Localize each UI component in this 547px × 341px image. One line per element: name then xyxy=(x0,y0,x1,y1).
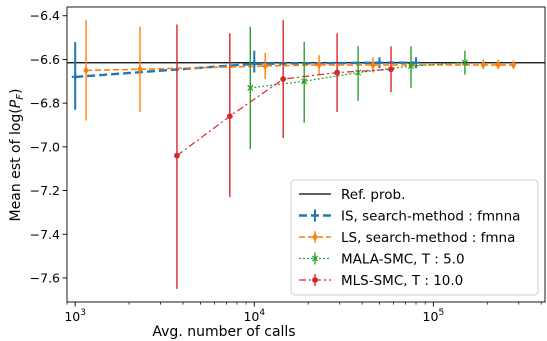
data-point xyxy=(83,66,89,75)
series-4 xyxy=(174,20,394,289)
series-3 xyxy=(247,26,468,150)
data-point xyxy=(510,60,517,70)
series-line xyxy=(86,64,514,72)
plot-frame xyxy=(66,6,546,303)
legend-entry: IS, search-method : fmnna xyxy=(299,209,520,225)
y-tick-label: −7.4 xyxy=(30,227,60,242)
x-axis-ticks: 103 104 105 xyxy=(64,302,542,324)
data-point xyxy=(71,73,79,81)
y-tick-label: −7.0 xyxy=(30,139,60,154)
data-point xyxy=(370,60,376,70)
data-point xyxy=(262,61,268,71)
legend-entry: MALA-SMC, T : 5.0 xyxy=(299,252,465,268)
plot-marks xyxy=(67,20,545,289)
legend-entries: Ref. prob. IS, search-method : fmnna LS, s… xyxy=(299,187,520,289)
series-line xyxy=(176,68,392,157)
data-point xyxy=(495,60,501,70)
data-point xyxy=(301,78,308,85)
legend-entry: MLS-SMC, T : 10.0 xyxy=(299,273,463,289)
y-tick-label: −6.4 xyxy=(30,8,60,23)
x-tick-label: 103 xyxy=(64,308,86,324)
y-tick-label: −7.6 xyxy=(30,270,60,285)
legend-marker xyxy=(312,232,318,242)
data-point xyxy=(480,60,487,70)
data-point xyxy=(174,152,180,159)
data-point xyxy=(388,66,394,73)
legend-box xyxy=(290,179,539,296)
legend-marker xyxy=(311,212,319,219)
legend-entry: LS, search-method : fmna xyxy=(299,230,515,246)
legend-label: MLS-SMC, T : 10.0 xyxy=(341,273,463,289)
legend-label: MALA-SMC, T : 5.0 xyxy=(341,252,465,268)
legend-entry: Ref. prob. xyxy=(299,187,405,203)
series-1 xyxy=(71,41,420,110)
x-tick-label: 104 xyxy=(243,308,265,324)
y-tick-label: −7.2 xyxy=(30,183,60,198)
x-axis-label: Avg. number of calls xyxy=(152,324,295,340)
legend-label: Ref. prob. xyxy=(341,187,405,203)
data-point xyxy=(316,60,322,70)
y-axis-ticks: −6.4 −6.6 −6.8 −7.0 −7.2 −7.4 −7.6 xyxy=(30,8,67,285)
data-point xyxy=(247,84,254,91)
data-point xyxy=(407,62,415,70)
legend-marker xyxy=(312,277,318,283)
data-point xyxy=(137,65,143,74)
legend-label: LS, search-method : fmna xyxy=(341,230,515,246)
data-point xyxy=(250,60,258,68)
y-tick-label: −6.6 xyxy=(30,52,60,67)
x-tick-label: 105 xyxy=(423,308,445,324)
series-2 xyxy=(83,20,517,121)
data-point xyxy=(461,59,468,66)
y-axis-label: Mean est of log(PF) xyxy=(8,89,26,222)
series-line xyxy=(75,61,416,79)
data-point xyxy=(280,76,287,83)
legend-label: IS, search-method : fmnna xyxy=(341,209,520,225)
legend-marker xyxy=(311,255,319,262)
data-point xyxy=(226,113,233,120)
legend: Ref. prob. IS, search-method : fmnna LS, s… xyxy=(290,179,539,296)
y-tick-label: −6.8 xyxy=(30,96,60,111)
data-point xyxy=(334,69,340,76)
data-point xyxy=(355,69,362,76)
